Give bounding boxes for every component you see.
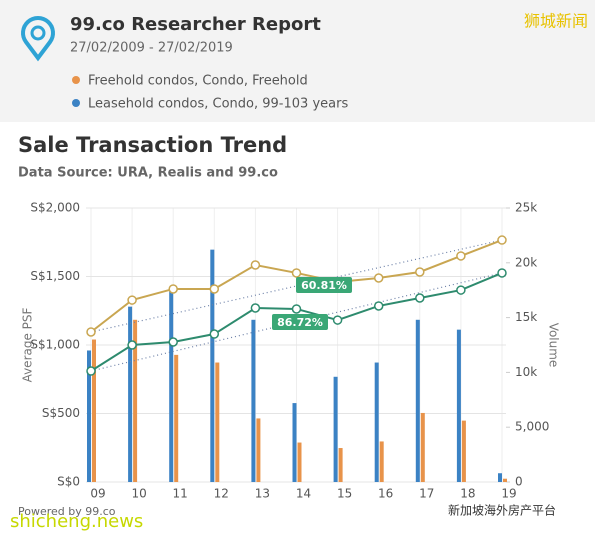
y-tick-label: S$1,000 xyxy=(30,338,80,352)
volume-bar xyxy=(333,376,338,482)
volume-bar xyxy=(379,441,384,482)
y2-tick-label: 10k xyxy=(515,365,537,379)
volume-bar xyxy=(215,362,220,482)
volume-bar xyxy=(251,319,256,482)
x-tick-label: 16 xyxy=(378,487,393,501)
logo xyxy=(21,16,55,62)
psf-point xyxy=(497,268,507,278)
volume-bar xyxy=(503,478,507,482)
chart-title: Sale Transaction Trend xyxy=(18,133,287,157)
x-tick-label: 09 xyxy=(90,487,105,501)
x-tick-label: 17 xyxy=(419,487,434,501)
volume-bar xyxy=(297,442,302,482)
volume-bar xyxy=(338,448,343,482)
psf-point xyxy=(456,285,466,295)
date-range: 27/02/2009 - 27/02/2019 xyxy=(70,41,233,56)
psf-point xyxy=(168,284,178,294)
x-tick-label: 18 xyxy=(460,487,475,501)
annotation: 86.72% xyxy=(277,316,323,329)
legend-label: Freehold condos, Condo, Freehold xyxy=(88,74,308,89)
y-tick-label: S$2,000 xyxy=(30,201,80,215)
powered-by: Powered by 99.co xyxy=(18,505,116,518)
psf-point xyxy=(250,260,261,270)
y2-tick-label: 15k xyxy=(515,310,537,324)
x-tick-label: 13 xyxy=(255,487,270,501)
legend-label: Leasehold condos, Condo, 99-103 years xyxy=(88,97,348,112)
volume-bar xyxy=(374,362,379,482)
volume-bar xyxy=(292,403,297,482)
psf-point xyxy=(291,268,302,278)
volume-bar xyxy=(174,354,179,482)
volume-bar xyxy=(87,350,91,482)
volume-bar xyxy=(415,319,420,482)
volume-bar xyxy=(498,473,502,482)
psf-point xyxy=(415,267,425,277)
volume-bar xyxy=(420,412,425,482)
annotation-box xyxy=(296,277,352,293)
header-bg xyxy=(0,0,595,122)
y2-tick-label: 5,000 xyxy=(515,420,549,434)
legend-marker xyxy=(72,99,80,107)
trend-line xyxy=(90,272,503,372)
psf-point xyxy=(168,337,178,347)
psf-point xyxy=(373,273,384,283)
watermark: 狮城新闻 xyxy=(524,12,588,31)
y-tick-label: S$0 xyxy=(57,475,80,489)
volume-bar xyxy=(210,249,215,482)
psf-point xyxy=(127,340,137,350)
y2-tick-label: 25k xyxy=(515,201,537,215)
y-tick-label: S$1,500 xyxy=(30,269,80,283)
site-watermark: shicheng.news xyxy=(10,511,143,532)
annotation: 60.81% xyxy=(301,279,347,292)
psf-point xyxy=(127,295,137,305)
psf-point xyxy=(86,327,96,337)
y-tick-label: S$500 xyxy=(42,406,80,420)
volume-bar xyxy=(133,319,138,482)
y2-tick-label: 0 xyxy=(515,475,523,489)
volume-bar xyxy=(456,329,461,482)
x-tick-label: 11 xyxy=(173,487,188,501)
volume-bar xyxy=(256,418,261,482)
volume-bar xyxy=(92,339,96,482)
x-tick-label: 19 xyxy=(501,487,516,501)
x-tick-label: 15 xyxy=(337,487,352,501)
x-tick-label: 14 xyxy=(296,487,311,501)
volume-bar xyxy=(461,420,466,482)
psf-point xyxy=(209,329,220,339)
y-axis-label: Average PSF xyxy=(21,307,35,382)
y2-axis-label: Volume xyxy=(547,323,561,368)
x-tick-label: 12 xyxy=(214,487,229,501)
psf-point xyxy=(415,293,425,303)
x-tick-label: 10 xyxy=(131,487,146,501)
annotation-box xyxy=(272,314,328,330)
legend-marker xyxy=(72,76,80,84)
volume-bar xyxy=(128,306,133,482)
y2-tick-label: 20k xyxy=(515,255,537,269)
psf-point xyxy=(86,366,96,376)
platform-watermark: 新加坡海外房产平台 xyxy=(448,503,556,518)
psf-point xyxy=(209,284,220,294)
psf-point xyxy=(332,315,343,325)
psf-point xyxy=(456,251,466,261)
chart-subtitle: Data Source: URA, Realis and 99.co xyxy=(18,166,278,181)
volume-bar xyxy=(169,290,174,482)
psf-point xyxy=(373,301,384,311)
psf-point xyxy=(497,235,507,245)
psf-point xyxy=(250,303,261,313)
report-title: 99.co Researcher Report xyxy=(70,14,321,35)
psf-point xyxy=(291,304,302,314)
